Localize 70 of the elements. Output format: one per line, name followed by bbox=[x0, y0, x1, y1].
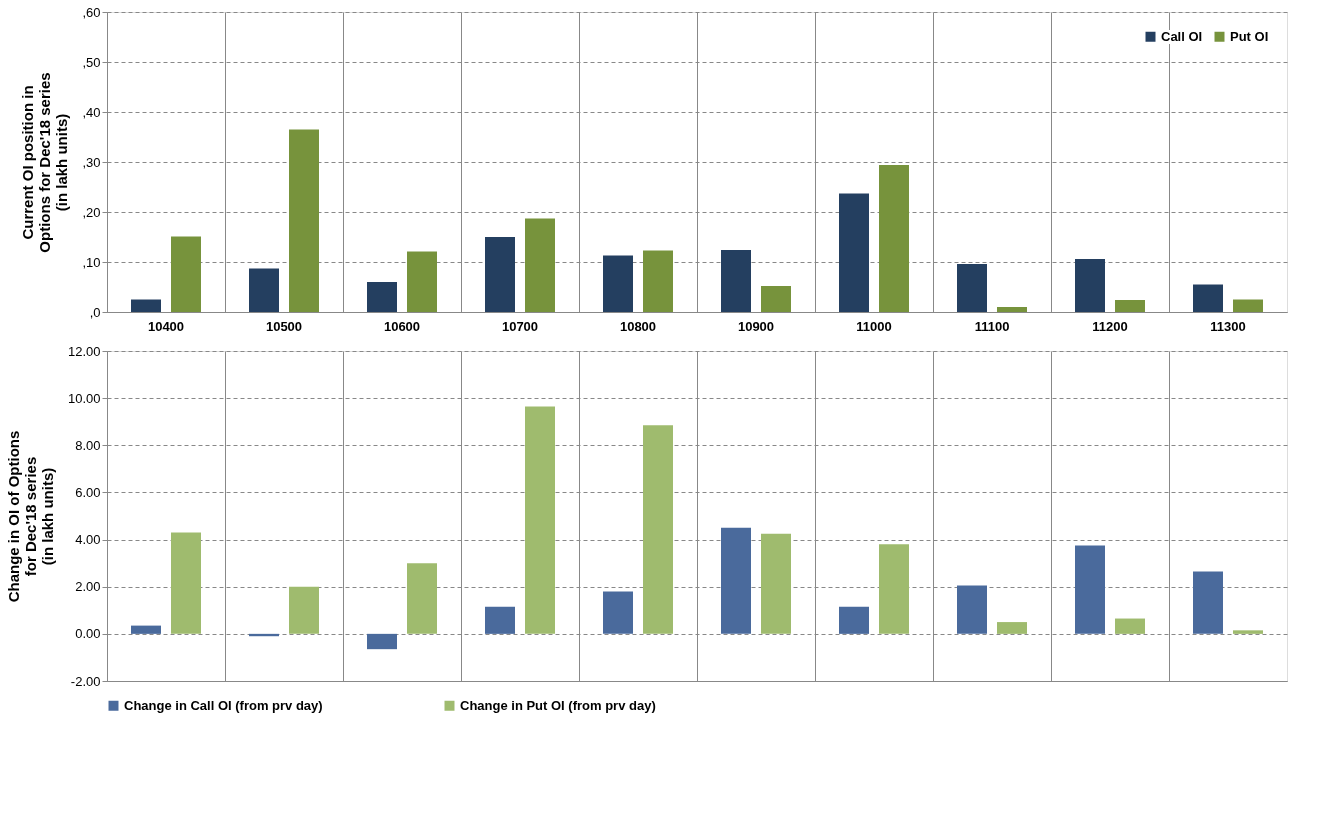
bar bbox=[879, 544, 909, 634]
bar bbox=[721, 527, 751, 634]
y-tick-label: ,0 bbox=[89, 304, 101, 320]
bar bbox=[603, 255, 633, 312]
y-tick-label: ,20 bbox=[82, 204, 101, 220]
bar bbox=[367, 282, 397, 312]
bar bbox=[1233, 630, 1263, 634]
bar bbox=[407, 563, 437, 634]
x-tick-label: 11200 bbox=[1092, 318, 1128, 334]
bar bbox=[407, 251, 437, 312]
bar bbox=[957, 264, 987, 312]
bar bbox=[1115, 300, 1145, 312]
bar bbox=[1115, 618, 1145, 634]
bar bbox=[525, 406, 555, 634]
bar bbox=[997, 622, 1027, 634]
x-tick-label: 10900 bbox=[737, 318, 775, 334]
bar bbox=[839, 193, 869, 312]
bar bbox=[1193, 571, 1223, 634]
bar bbox=[839, 606, 869, 634]
bar bbox=[171, 236, 201, 312]
legend-label: Call OI bbox=[1161, 28, 1203, 44]
y-tick-label: 12.00 bbox=[67, 343, 101, 359]
bar bbox=[643, 425, 673, 634]
bar bbox=[1075, 545, 1105, 634]
x-tick-label: 10600 bbox=[383, 318, 421, 334]
y-tick-label: ,10 bbox=[82, 254, 101, 270]
bar bbox=[761, 533, 791, 634]
bar bbox=[485, 237, 515, 312]
bar bbox=[289, 129, 319, 312]
y-tick-label: 10.00 bbox=[67, 390, 101, 406]
x-tick-label: 10700 bbox=[501, 318, 539, 334]
bar bbox=[367, 633, 397, 650]
x-tick-label: 10500 bbox=[265, 318, 303, 334]
x-tick-label: 11100 bbox=[974, 318, 1010, 334]
x-tick-label: 11300 bbox=[1210, 318, 1246, 334]
y-tick-label: ,50 bbox=[82, 54, 101, 70]
y-tick-label: 4.00 bbox=[75, 532, 101, 548]
bar bbox=[249, 268, 279, 312]
legend-label: Put OI bbox=[1230, 28, 1269, 44]
bar bbox=[1233, 299, 1263, 312]
bar bbox=[879, 165, 909, 312]
bar bbox=[1193, 284, 1223, 312]
legend-label: Change in Call OI (from prv day) bbox=[124, 697, 323, 713]
y-tick-label: 6.00 bbox=[75, 484, 101, 500]
bar bbox=[721, 250, 751, 312]
y-tick-label: -2.00 bbox=[70, 673, 101, 689]
y-tick-label: ,40 bbox=[82, 104, 101, 120]
bar bbox=[603, 591, 633, 634]
bar bbox=[171, 532, 201, 634]
bar bbox=[761, 286, 791, 312]
bar bbox=[643, 250, 673, 312]
x-tick-label: 10400 bbox=[147, 318, 185, 334]
bar bbox=[997, 307, 1027, 312]
y-tick-label: 8.00 bbox=[75, 437, 101, 453]
y-tick-label: ,60 bbox=[82, 4, 101, 20]
bar bbox=[525, 218, 555, 312]
bar bbox=[289, 586, 319, 634]
legend-label: Change in Put OI (from prv day) bbox=[460, 697, 656, 713]
bar bbox=[1075, 259, 1105, 312]
y-tick-label: 2.00 bbox=[75, 579, 101, 595]
bar bbox=[131, 625, 161, 634]
bar bbox=[131, 299, 161, 312]
y-tick-label: ,30 bbox=[82, 154, 101, 170]
y-axis-title: Current OI position in Options for Dec'18 series (in lakh units) bbox=[19, 72, 71, 253]
bar bbox=[485, 606, 515, 634]
y-axis-title: Change in OI of Options for Dec'18 series (in lakh units) bbox=[4, 430, 56, 603]
bar bbox=[957, 585, 987, 634]
x-tick-label: 10800 bbox=[619, 318, 657, 334]
y-tick-label: 0.00 bbox=[75, 626, 101, 642]
x-tick-label: 11000 bbox=[856, 318, 892, 334]
